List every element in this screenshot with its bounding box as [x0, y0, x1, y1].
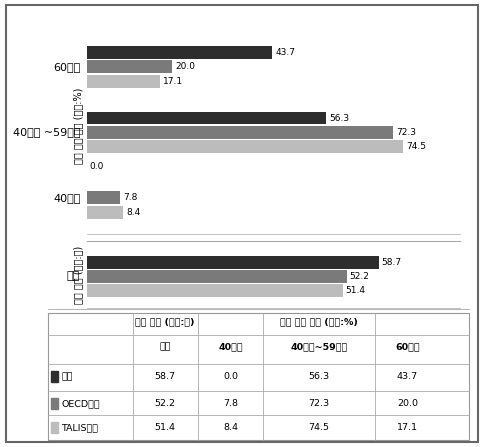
Text: 56.3: 56.3	[308, 372, 330, 381]
Bar	[87, 140, 403, 153]
Bar	[87, 206, 123, 219]
Bar	[87, 256, 379, 269]
Bar	[87, 112, 326, 125]
Text: 72.3: 72.3	[308, 399, 330, 408]
Text: 8.4: 8.4	[223, 423, 238, 432]
Bar	[50, 422, 58, 433]
Text: 8.4: 8.4	[126, 208, 140, 217]
Text: OECD평균: OECD평균	[61, 399, 100, 408]
Bar	[87, 126, 393, 139]
Text: 58.7: 58.7	[381, 257, 401, 267]
Text: 74.5: 74.5	[308, 423, 330, 432]
Text: 60이상: 60이상	[395, 343, 420, 352]
Bar	[87, 60, 172, 73]
Bar	[87, 270, 347, 283]
Text: 72.3: 72.3	[397, 128, 417, 137]
Bar	[50, 398, 58, 409]
Bar	[50, 371, 58, 382]
Text: 51.4: 51.4	[155, 423, 176, 432]
Text: 교장 연령 분포 (단위:%): 교장 연령 분포 (단위:%)	[280, 317, 358, 326]
Text: 40이상 ~59이하: 40이상 ~59이하	[13, 127, 81, 137]
Text: TALIS평균: TALIS평균	[61, 423, 98, 432]
Bar	[87, 75, 160, 88]
Text: 한국: 한국	[61, 372, 73, 381]
Text: 56.3: 56.3	[329, 114, 349, 122]
Text: 74.5: 74.5	[406, 142, 426, 151]
Text: 40미만: 40미만	[53, 193, 81, 203]
Text: 평균: 평균	[160, 343, 171, 352]
Text: 17.1: 17.1	[397, 423, 418, 432]
Text: 51.4: 51.4	[345, 286, 365, 295]
Text: 52.2: 52.2	[155, 399, 176, 408]
Y-axis label: 교장 연령 분포 (단위:%): 교장 연령 분포 (단위:%)	[73, 88, 83, 164]
Text: 교장 연령 (단위:세): 교장 연령 (단위:세)	[136, 317, 195, 326]
Text: 52.2: 52.2	[349, 272, 369, 281]
Bar	[87, 191, 120, 204]
Text: 0.0: 0.0	[223, 372, 238, 381]
Bar	[87, 46, 272, 59]
Text: 7.8: 7.8	[223, 399, 238, 408]
Text: 평균: 평균	[66, 271, 80, 281]
Bar	[87, 284, 343, 297]
Text: 20.0: 20.0	[397, 399, 418, 408]
Text: 20.0: 20.0	[175, 63, 195, 72]
Text: 60이상: 60이상	[54, 62, 81, 72]
Text: 40이상~59이하: 40이상~59이하	[290, 343, 348, 352]
Text: 43.7: 43.7	[397, 372, 418, 381]
Text: 58.7: 58.7	[155, 372, 176, 381]
Text: 43.7: 43.7	[275, 48, 296, 57]
Text: 7.8: 7.8	[123, 194, 138, 202]
Text: 40미만: 40미만	[218, 343, 243, 352]
Text: 0.0: 0.0	[89, 161, 104, 170]
Y-axis label: 교장 연령 (단위:세): 교장 연령 (단위:세)	[73, 245, 83, 304]
Text: 17.1: 17.1	[163, 77, 183, 86]
